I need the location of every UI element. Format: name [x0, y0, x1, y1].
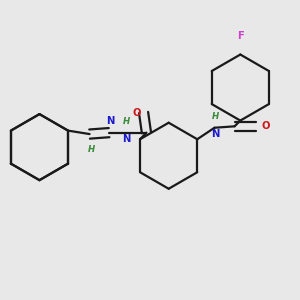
Text: H: H: [123, 117, 130, 126]
Text: N: N: [122, 134, 131, 144]
Text: O: O: [133, 107, 142, 118]
Text: F: F: [237, 31, 244, 41]
Text: N: N: [106, 116, 114, 126]
Text: O: O: [261, 121, 270, 131]
Text: N: N: [211, 129, 220, 139]
Text: H: H: [87, 145, 94, 154]
Text: H: H: [212, 112, 219, 122]
